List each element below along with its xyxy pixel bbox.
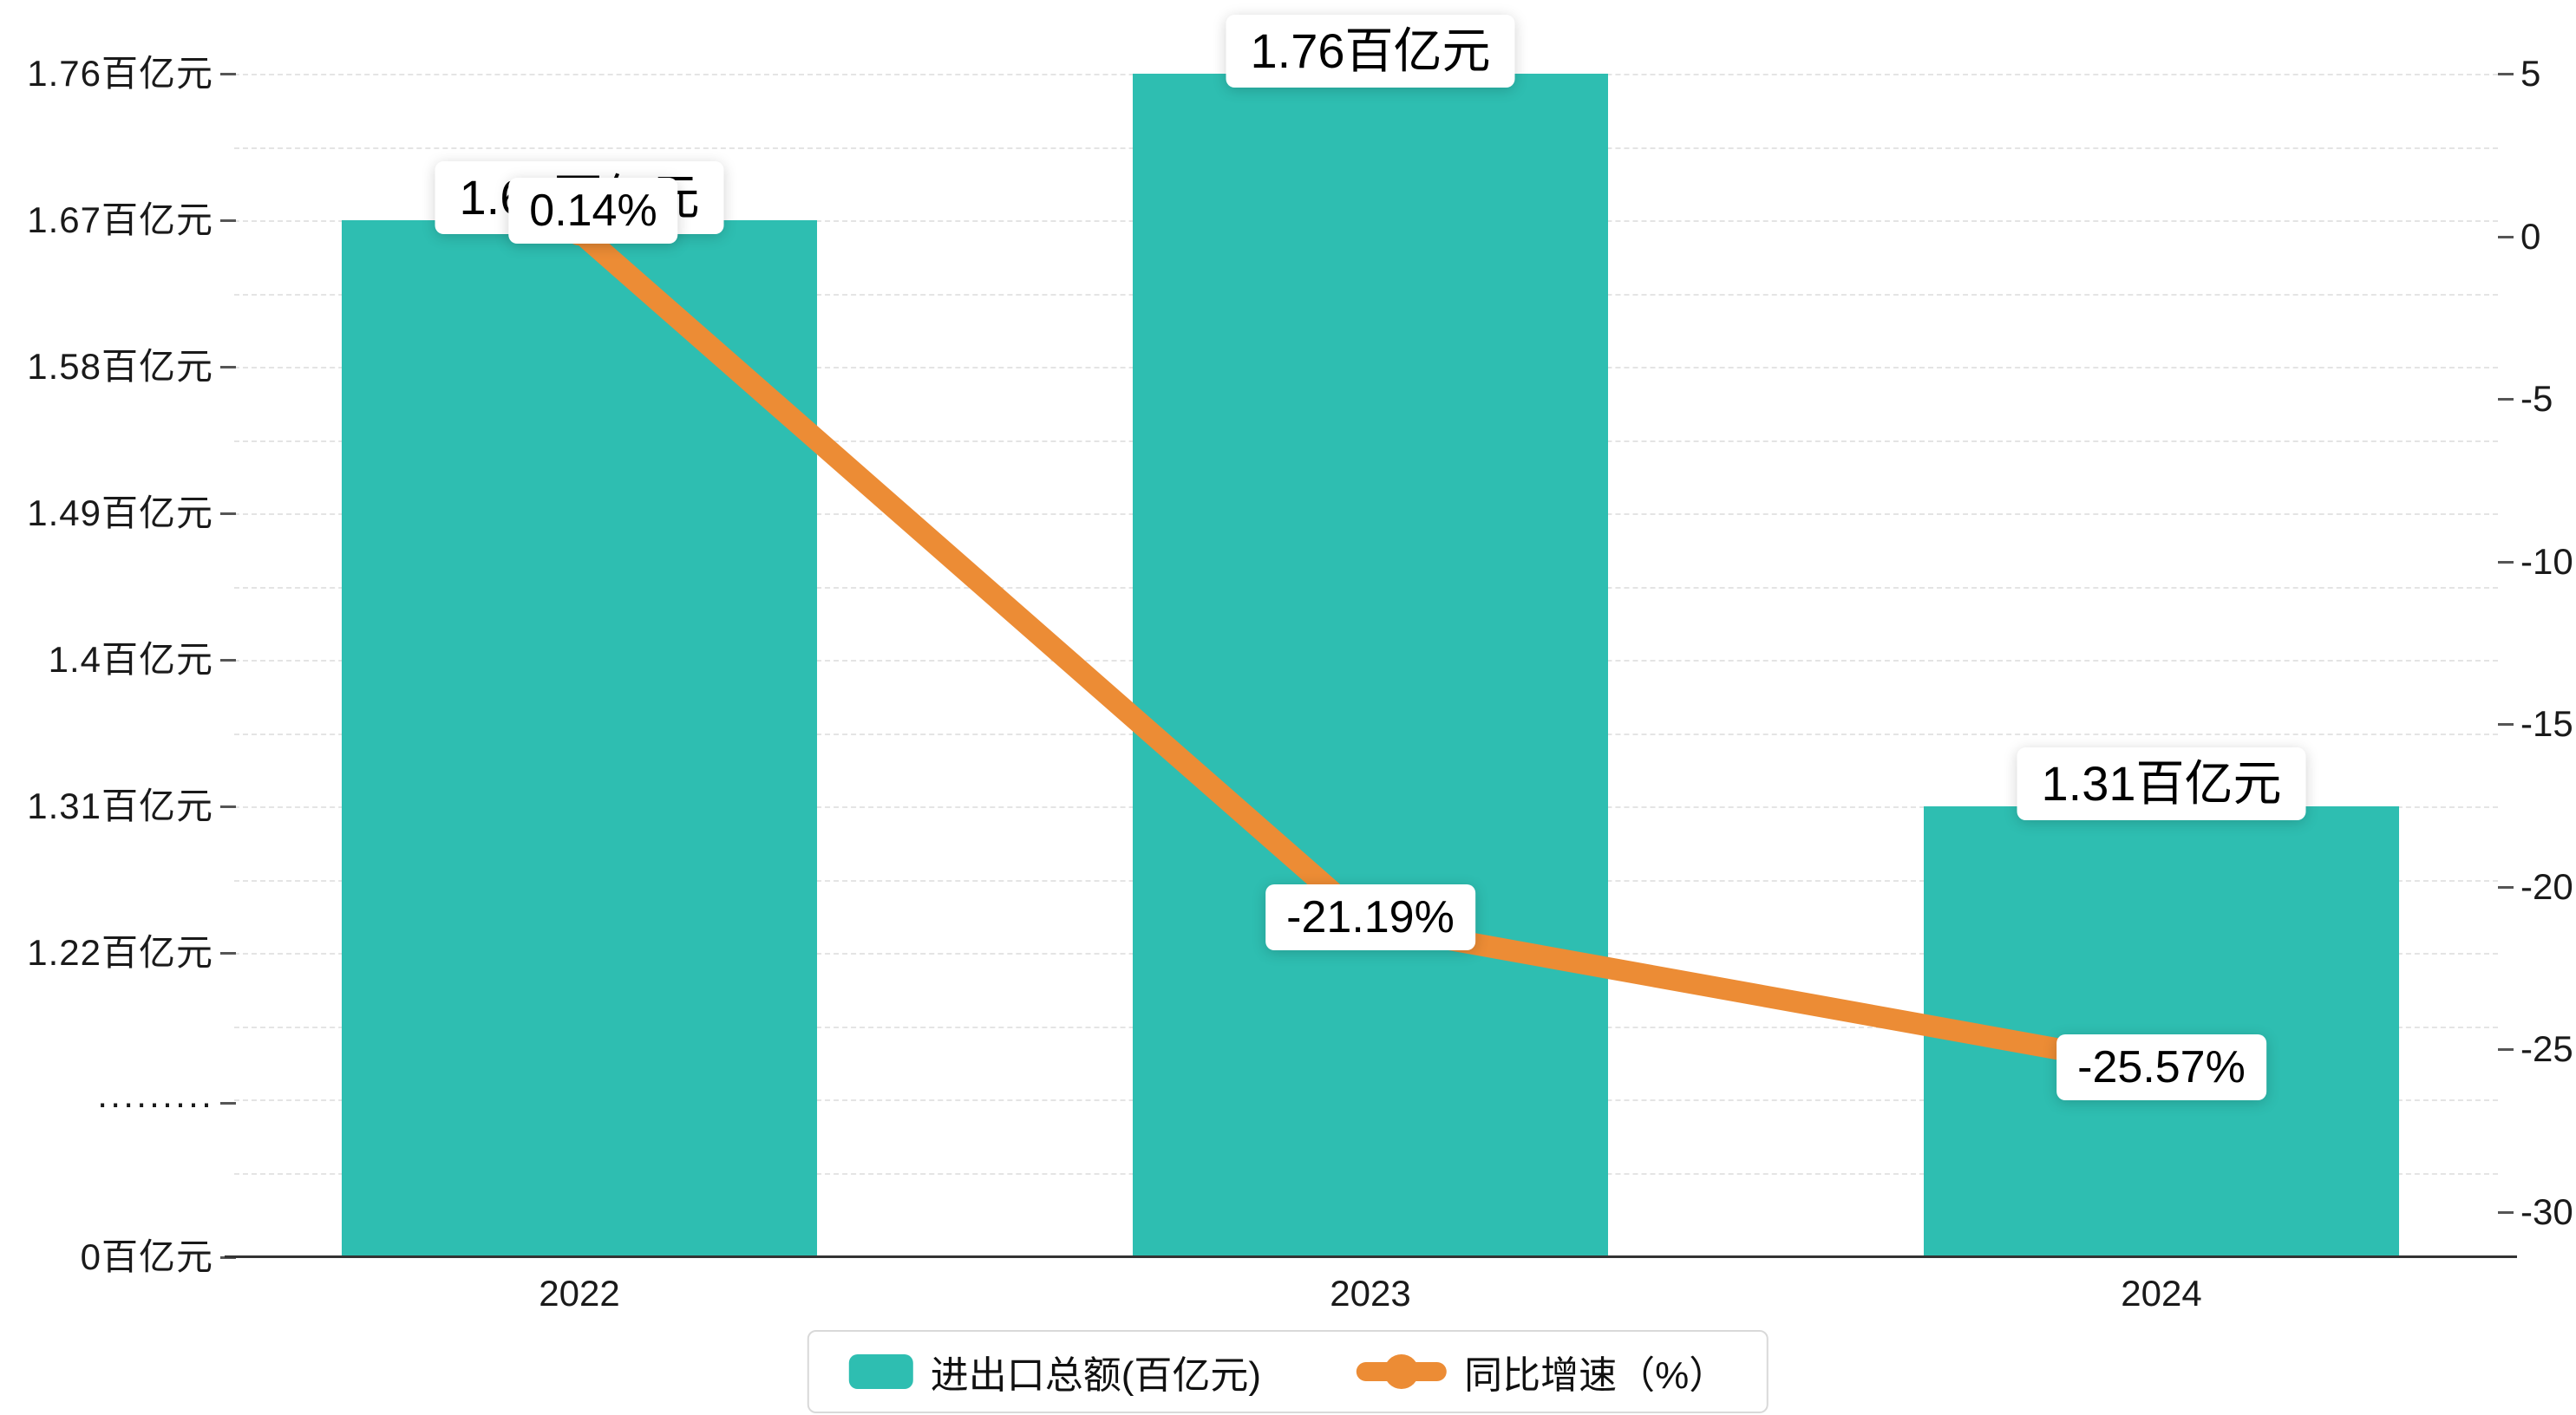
growth-rate-label: -25.57% — [2056, 1034, 2266, 1100]
left-axis-tick-label: 1.58百亿元 — [27, 346, 213, 387]
left-axis-tick-mark — [220, 1102, 236, 1105]
x-axis-label-2024: 2024 — [2121, 1273, 2202, 1314]
left-axis-tick-label: 1.49百亿元 — [27, 492, 213, 533]
left-axis-tick-label: 1.4百亿元 — [48, 639, 213, 680]
left-axis-tick-label: 0百亿元 — [80, 1236, 213, 1277]
right-axis-tick-label: -5 — [2520, 378, 2553, 419]
left-axis-tick-mark — [220, 512, 236, 515]
left-axis-tick-label: ········· — [96, 1082, 213, 1123]
right-axis-tick-label: 0 — [2520, 215, 2541, 257]
right-axis-tick-label: -20 — [2520, 865, 2573, 907]
line-series-swatch-icon — [1357, 1354, 1448, 1389]
growth-rate-label: -21.19% — [1265, 884, 1475, 950]
bar-2023 — [1133, 74, 1608, 1257]
right-axis-tick-label: -30 — [2520, 1190, 2573, 1232]
right-axis-tick-mark — [2498, 398, 2514, 401]
right-axis-tick-mark — [2498, 723, 2514, 726]
growth-rate-label: 0.14% — [508, 178, 678, 244]
legend: 进出口总额(百亿元) 同比增速（%） — [807, 1330, 1769, 1413]
right-axis-tick-label: -25 — [2520, 1028, 2573, 1069]
right-axis-tick-mark — [2498, 73, 2514, 75]
right-axis-tick-mark — [2498, 1048, 2514, 1051]
left-axis-tick-mark — [220, 952, 236, 955]
right-axis-tick-mark — [2498, 1210, 2514, 1214]
right-axis-tick-label: -15 — [2520, 703, 2573, 744]
legend-label-bar-series: 进出口总额(百亿元) — [930, 1354, 1262, 1397]
left-axis-tick-label: 1.31百亿元 — [27, 786, 213, 826]
right-axis-tick-label: 5 — [2520, 53, 2541, 94]
left-axis-tick-mark — [220, 366, 236, 368]
bar-series-swatch-icon — [848, 1354, 913, 1389]
right-axis-tick-mark — [2498, 560, 2514, 564]
legend-item-import-export-total[interactable]: 进出口总额(百亿元) — [848, 1344, 1262, 1399]
left-axis-tick-label: 1.76百亿元 — [27, 53, 213, 94]
right-axis-tick-mark — [2498, 885, 2514, 889]
left-axis-tick-mark — [220, 219, 236, 222]
bar-value-label: 1.76百亿元 — [1226, 15, 1515, 88]
left-axis-tick-label: 1.67百亿元 — [27, 199, 213, 240]
legend-label-line-series: 同比增速（%） — [1464, 1354, 1728, 1397]
left-axis-tick-label: 1.22百亿元 — [27, 932, 213, 973]
right-axis-tick-label: -10 — [2520, 540, 2573, 582]
bar-value-label: 1.31百亿元 — [2017, 747, 2306, 820]
left-axis-tick-mark — [220, 659, 236, 662]
x-axis-label-2023: 2023 — [1330, 1273, 1411, 1314]
left-axis-tick-mark — [220, 805, 236, 808]
line-series-dot-icon — [1384, 1354, 1420, 1389]
legend-item-yoy-growth[interactable]: 同比增速（%） — [1357, 1344, 1727, 1399]
x-axis-label-2022: 2022 — [539, 1273, 620, 1314]
bar-2022 — [342, 220, 817, 1257]
x-axis-line — [225, 1255, 2517, 1258]
right-axis-tick-mark — [2498, 235, 2514, 238]
left-axis-tick-mark — [220, 73, 236, 75]
